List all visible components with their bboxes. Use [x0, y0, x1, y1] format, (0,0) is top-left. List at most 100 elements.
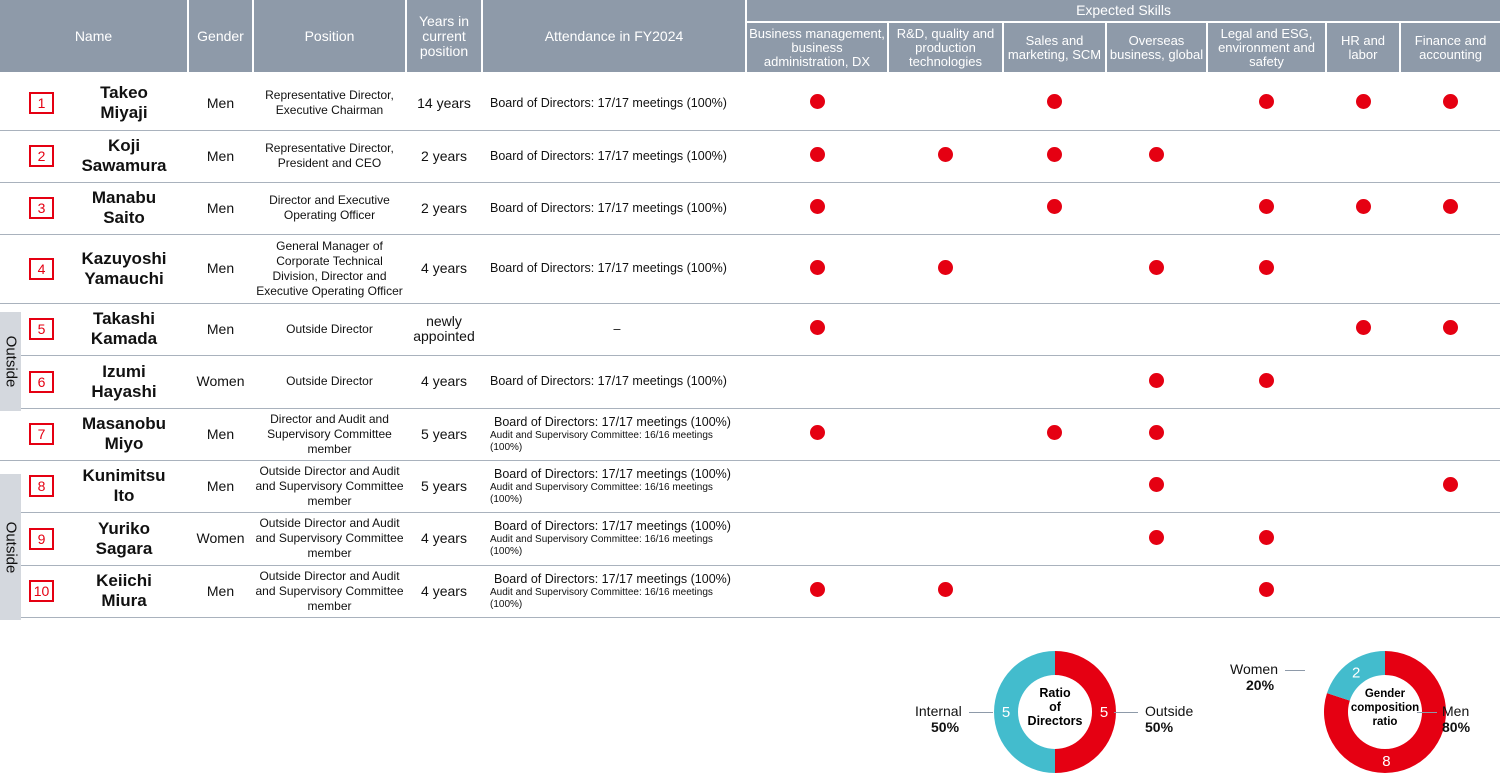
position-cell: Outside Director and Audit and Superviso…	[253, 460, 406, 513]
header-skill: Legal and ESG, environment and safety	[1206, 22, 1326, 72]
director-row: 3 Manabu Saito Men Director and Executive …	[0, 182, 1500, 235]
header-name: Name	[0, 0, 188, 72]
director-row: 9 Yuriko Sagara Women Outside Director and…	[0, 512, 1500, 566]
skill-cell	[1003, 512, 1106, 566]
director-row: 10 Keiichi Miura Men Outside Director and …	[0, 565, 1500, 618]
skill-dot-icon	[1259, 372, 1274, 388]
donut-value-label: 5	[1002, 704, 1010, 721]
skill-cell	[1003, 130, 1106, 183]
years-cell: 4 years	[406, 355, 482, 409]
slice-percent: 50%	[1145, 719, 1174, 735]
skill-cell	[1003, 355, 1106, 409]
board-attendance: Board of Directors: 17/17 meetings (100%…	[494, 466, 731, 481]
audit-attendance: Audit and Supervisory Committee: 16/16 m…	[490, 429, 713, 453]
attendance-cell: Board of Directors: 17/17 meetings (100%…	[482, 355, 746, 409]
name-cell: 8 Kunimitsu Ito	[0, 460, 188, 513]
skill-cell	[1003, 460, 1106, 513]
attendance-cell: Board of Directors: 17/17 meetings (100%…	[482, 512, 746, 566]
skill-cell	[1003, 565, 1106, 618]
leader-line	[1285, 670, 1305, 671]
attendance-cell: Board of Directors: 17/17 meetings (100%…	[482, 130, 746, 183]
gender-cell: Men	[188, 460, 253, 513]
position-cell: Outside Director	[253, 303, 406, 356]
director-row: 8 Kunimitsu Ito Men Outside Director and A…	[0, 460, 1500, 513]
skill-dot-icon	[1149, 372, 1164, 388]
director-row: 7 Masanobu Miyo Men Director and Audit and…	[0, 408, 1500, 461]
gender-cell: Men	[188, 303, 253, 356]
skill-cell	[746, 355, 888, 409]
skill-cell	[1400, 512, 1500, 566]
skill-cell	[746, 130, 888, 183]
header-position: Position	[252, 0, 406, 72]
leader-line	[1417, 712, 1437, 713]
board-attendance: –	[613, 321, 621, 336]
director-row: 2 Koji Sawamura Men Representative Directo…	[0, 130, 1500, 183]
years-cell: 5 years	[406, 408, 482, 461]
director-number: 10	[29, 580, 54, 602]
name-cell: 1 Takeo Miyaji	[0, 77, 188, 131]
skill-dot-icon	[938, 259, 953, 275]
director-last-name: Miyo	[104, 434, 144, 453]
gender-cell: Men	[188, 77, 253, 131]
skill-cell	[746, 234, 888, 304]
skill-dot-icon	[1442, 477, 1458, 492]
skill-cell	[1400, 77, 1500, 131]
attendance-cell: Board of Directors: 17/17 meetings (100%…	[482, 460, 746, 513]
skill-cell	[888, 182, 1003, 235]
donut-title: Ratio	[1039, 686, 1071, 700]
donut-slice-internal	[994, 651, 1055, 773]
years-cell: 2 years	[406, 182, 482, 235]
skill-cell	[888, 460, 1003, 513]
years-cell: 4 years	[406, 565, 482, 618]
director-row: 1 Takeo Miyaji Men Representative Director…	[0, 77, 1500, 131]
skill-cell	[1400, 303, 1500, 356]
donut-chart: 8 2 Gender composition ratio	[1324, 651, 1446, 773]
gender-cell: Men	[188, 182, 253, 235]
skill-cell	[1400, 460, 1500, 513]
attendance-cell: Board of Directors: 17/17 meetings (100%…	[482, 408, 746, 461]
skill-cell	[746, 408, 888, 461]
skill-cell	[1207, 355, 1326, 409]
director-first-name: Yuriko	[98, 518, 150, 538]
skill-cell	[1003, 182, 1106, 235]
name-cell: 3 Manabu Saito	[0, 182, 188, 235]
skill-cell	[1106, 234, 1207, 304]
position-cell: Outside Director and Audit and Superviso…	[253, 512, 406, 566]
skill-dot-icon	[1149, 147, 1164, 162]
director-number: 7	[29, 423, 54, 445]
skill-dot-icon	[809, 147, 825, 162]
leader-line	[1114, 712, 1138, 713]
skill-cell	[1326, 512, 1400, 566]
director-number: 3	[29, 197, 54, 219]
slice-name: Women	[1230, 661, 1278, 677]
skill-dot-icon	[1442, 94, 1458, 110]
director-first-name: Kazuyoshi	[81, 248, 167, 268]
slice-name: Outside	[1145, 703, 1194, 719]
gender-cell: Men	[188, 130, 253, 183]
header-expected-skills: Expected Skills	[744, 0, 1500, 23]
gender-cell: Men	[188, 408, 253, 461]
donut-legend-label: Men 80%	[1442, 703, 1470, 735]
skill-cell	[1106, 130, 1207, 183]
director-last-name: Miyaji	[100, 103, 148, 123]
skill-dot-icon	[1355, 94, 1371, 110]
header-skill: Overseas business, global	[1105, 22, 1207, 72]
skill-cell	[1400, 130, 1500, 183]
skill-dot-icon	[1259, 529, 1274, 545]
skill-cell	[1326, 460, 1400, 513]
skill-cell	[888, 77, 1003, 131]
position-cell: Representative Director, Executive Chair…	[253, 77, 406, 131]
board-attendance: Board of Directors: 17/17 meetings (100%…	[490, 261, 727, 275]
skill-cell	[1400, 234, 1500, 304]
name-cell: 6 Izumi Hayashi	[0, 355, 188, 409]
donut-title: of	[1049, 700, 1062, 714]
skill-cell	[888, 565, 1003, 618]
header-years: Years in current position	[405, 0, 482, 72]
skill-cell	[1207, 408, 1326, 461]
name-cell: 9 Yuriko Sagara	[0, 512, 188, 566]
skill-cell	[888, 130, 1003, 183]
slice-name: Internal	[915, 703, 962, 719]
director-last-name: Yamauchi	[84, 268, 164, 288]
years-cell: 4 years	[406, 512, 482, 566]
skill-dot-icon	[809, 199, 825, 214]
